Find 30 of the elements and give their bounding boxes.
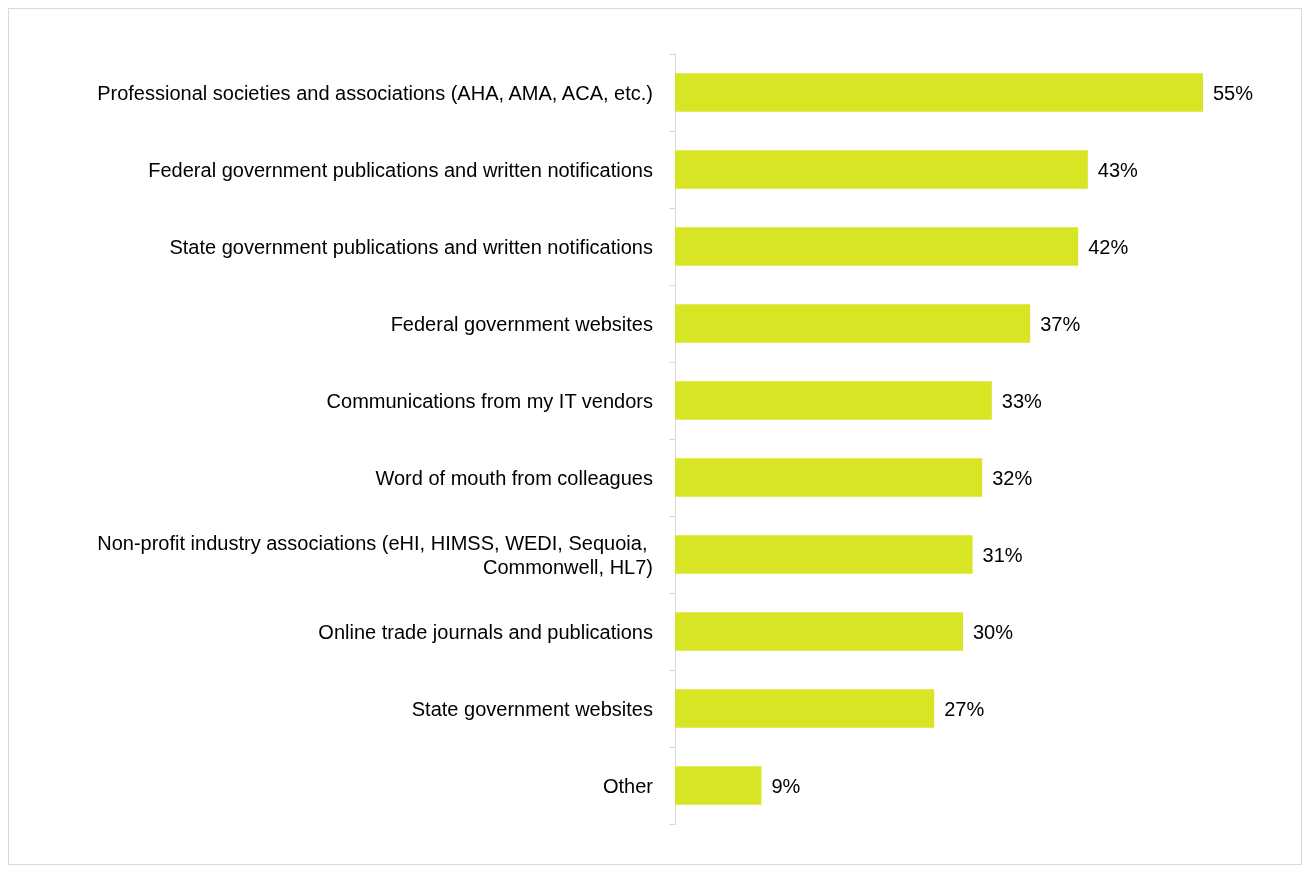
bar (675, 535, 973, 574)
data-label: 32% (992, 466, 1033, 489)
bar (675, 689, 935, 728)
y-tick-label: Word of mouth from colleagues (375, 466, 653, 489)
bar (675, 73, 1203, 112)
data-label: 37% (1040, 312, 1081, 335)
bar (675, 381, 992, 420)
data-label: 33% (1001, 389, 1043, 412)
data-label: 30% (973, 620, 1014, 643)
bar (675, 458, 983, 497)
bar (675, 304, 1031, 343)
bar (675, 227, 1079, 266)
y-tick-label: Non-profit industry associations (eHI, HIMSS, WEDI, Sequoia, Commonwell, HL7) (97, 531, 653, 578)
y-tick-label: Professional societies and associations (AHA, AMA, ACA, etc.) (97, 81, 653, 104)
y-tick-label: State government publications and written notifications (169, 235, 653, 258)
y-tick-label: State government websites (411, 697, 653, 720)
data-label: 31% (982, 543, 1023, 566)
y-tick-label: Communications from my IT vendors (326, 389, 653, 412)
y-tick-label: Federal government websites (390, 312, 653, 335)
data-label: 27% (944, 697, 985, 720)
y-tick-label: Federal government publications and written notifications (148, 158, 653, 181)
data-label: 55% (1213, 81, 1254, 104)
bar (675, 612, 963, 651)
bar (675, 150, 1088, 189)
bar (675, 766, 762, 805)
data-label: 9% (771, 774, 801, 797)
data-label: 43% (1097, 158, 1139, 181)
data-label: 42% (1088, 235, 1129, 258)
y-tick-label: Online trade journals and publications (318, 620, 653, 643)
y-tick-label: Other (602, 774, 654, 797)
